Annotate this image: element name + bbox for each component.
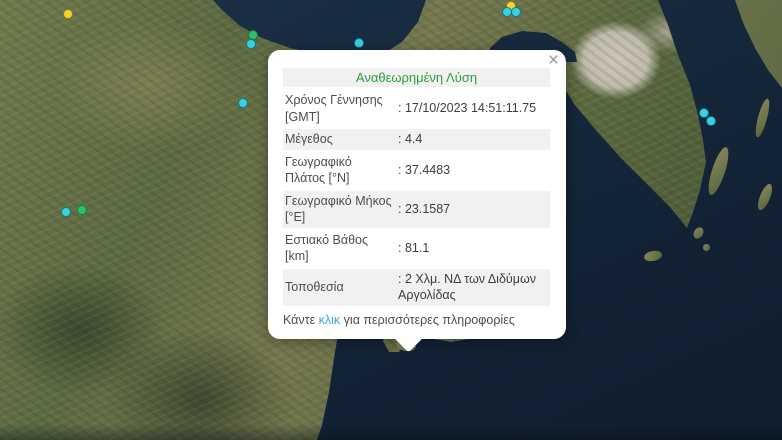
popup-row: Εστιακό Βάθος [km] : 81.1 [283, 230, 550, 267]
island-small-east [643, 249, 663, 263]
earthquake-marker-cyan[interactable] [61, 207, 71, 217]
popup-row-label: Γεωγραφικό Πλάτος [°N] [285, 154, 352, 186]
popup-footer: Κάντε κλικ για περισσότερες πληροφορίες [283, 313, 550, 327]
more-info-link[interactable]: κλικ [318, 312, 341, 327]
popup-row-value: : 81.1 [398, 240, 430, 255]
popup-row: Γεωγραφικό Πλάτος [°N] : 37.4483 [283, 152, 550, 189]
popup-row-value: : 17/10/2023 14:51:11.75 [398, 101, 537, 116]
popup-row: Τοποθεσία : 2 Χλμ. ΝΔ των Διδύμων Αργολίδ… [283, 268, 550, 306]
earthquake-info-popup: × Αναθεωρημένη Λύση Χρόνος Γέννησης [GMT… [268, 50, 566, 352]
popup-row-value: : 23.1587 [398, 201, 451, 216]
popup-row-value: : 37.4483 [398, 162, 451, 177]
island-thin-c [752, 97, 773, 139]
popup-row-label: Τοποθεσία [285, 279, 344, 294]
popup-row-label: Γεωγραφικό Μήκος [°E] [285, 193, 392, 225]
footer-text-pre: Κάντε [283, 312, 319, 327]
island-thin-b [755, 182, 775, 212]
close-icon[interactable]: × [547, 50, 559, 71]
popup-title: Αναθεωρημένη Λύση [283, 68, 550, 87]
popup-row-value: : 4.4 [398, 132, 423, 146]
islet-near-tip [691, 225, 706, 241]
popup-row: Μέγεθος : 4.4 [283, 129, 550, 150]
popup-row: Γεωγραφικό Μήκος [°E] : 23.1587 [283, 190, 550, 228]
popup-row-label: Εστιακό Βάθος [km] [285, 232, 369, 264]
map-bottom-shade [0, 424, 782, 440]
earthquake-marker-cyan[interactable] [246, 39, 256, 49]
popup-row-value: : 2 Χλμ. ΝΔ των Διδύμων Αργολίδας [398, 271, 536, 303]
earthquake-marker-cyan[interactable] [238, 98, 248, 108]
island-thin-a [704, 145, 733, 197]
popup-row-label: Χρόνος Γέννησης [GMT] [285, 93, 383, 124]
earthquake-marker-green[interactable] [77, 205, 87, 215]
earthquake-marker-yellow[interactable] [63, 9, 73, 19]
popup-table: Χρόνος Γέννησης [GMT] : 17/10/2023 14:51:… [283, 90, 550, 306]
earthquake-marker-cyan[interactable] [706, 116, 716, 126]
footer-text-post: για περισσότερες πληροφορίες [340, 312, 515, 327]
islet-tiny [703, 244, 710, 251]
earthquake-marker-cyan[interactable] [699, 108, 709, 118]
popup-row-label: Μέγεθος [285, 132, 333, 146]
popup-row: Χρόνος Γέννησης [GMT] : 17/10/2023 14:51:… [283, 90, 550, 127]
earthquake-marker-cyan[interactable] [511, 7, 521, 17]
earthquake-marker-cyan[interactable] [354, 38, 364, 48]
